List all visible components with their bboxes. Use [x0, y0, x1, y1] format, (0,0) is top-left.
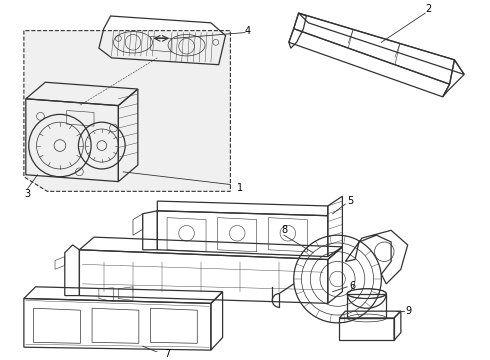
Polygon shape: [24, 31, 230, 192]
Text: 9: 9: [406, 306, 412, 316]
Text: 4: 4: [245, 26, 251, 36]
Text: 2: 2: [425, 4, 432, 14]
Text: 5: 5: [347, 196, 353, 206]
Text: 6: 6: [349, 281, 355, 291]
Text: 3: 3: [24, 189, 31, 199]
Text: 8: 8: [281, 225, 287, 235]
Text: 1: 1: [237, 183, 244, 193]
Text: 7: 7: [164, 349, 170, 359]
